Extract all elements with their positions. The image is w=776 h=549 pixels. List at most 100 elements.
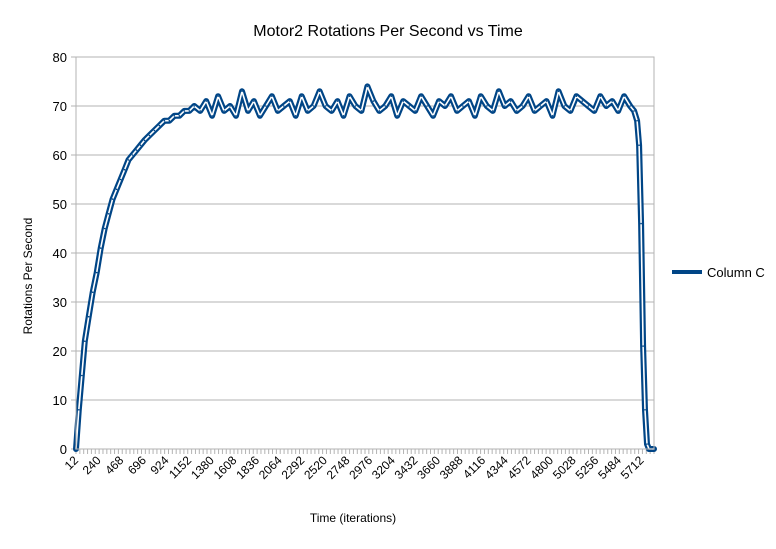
data-point xyxy=(294,115,297,117)
x-tick-label: 1152 xyxy=(166,453,194,481)
x-tick-label: 4800 xyxy=(527,453,556,482)
x-tick-label: 2976 xyxy=(346,453,375,482)
data-point xyxy=(480,95,482,97)
data-point xyxy=(623,95,625,97)
x-tick-label: 4344 xyxy=(482,453,511,482)
data-point xyxy=(107,213,110,215)
data-point xyxy=(81,374,83,377)
data-point xyxy=(247,110,249,112)
data-point xyxy=(468,100,470,102)
data-point xyxy=(432,115,434,117)
data-point xyxy=(527,95,530,97)
y-tick-label: 50 xyxy=(53,197,67,212)
data-point xyxy=(636,119,638,122)
data-point xyxy=(91,291,94,294)
data-point xyxy=(378,110,381,112)
data-point xyxy=(312,105,315,107)
y-axis-ticks: 0 10 20 30 40 50 60 70 80 xyxy=(53,50,76,457)
data-point xyxy=(217,95,219,97)
data-point xyxy=(444,105,446,107)
data-point xyxy=(509,100,512,102)
x-tick-label: 2520 xyxy=(301,453,330,482)
x-tick-label: 3432 xyxy=(392,453,421,482)
data-point xyxy=(99,247,102,249)
series-line-column-c-inner xyxy=(75,85,655,450)
data-point xyxy=(420,95,422,97)
data-point xyxy=(450,95,452,97)
data-point xyxy=(324,105,327,107)
data-point xyxy=(253,100,255,102)
data-point xyxy=(384,105,387,107)
data-point xyxy=(289,100,291,102)
data-point xyxy=(426,105,428,107)
data-point xyxy=(533,110,536,112)
x-axis-ticks: 1224046869692411521380160818362064229225… xyxy=(62,449,655,482)
x-tick-label: 1380 xyxy=(188,453,217,482)
x-tick-label: 2292 xyxy=(279,453,308,482)
y-tick-label: 70 xyxy=(53,99,67,114)
data-point xyxy=(348,95,351,97)
y-tick-label: 30 xyxy=(53,295,67,310)
x-tick-label: 1836 xyxy=(233,453,262,482)
data-point xyxy=(300,95,303,97)
data-point xyxy=(396,115,399,117)
data-point xyxy=(551,115,554,117)
data-point xyxy=(78,409,80,411)
data-point xyxy=(95,271,98,274)
y-tick-label: 20 xyxy=(53,344,67,359)
data-point xyxy=(640,222,642,225)
data-point xyxy=(354,105,357,107)
grid xyxy=(76,56,654,450)
x-tick-label: 5484 xyxy=(595,453,624,482)
x-tick-label: 4572 xyxy=(505,453,534,482)
x-tick-label: 2064 xyxy=(256,453,285,482)
plot-frame xyxy=(75,56,655,450)
x-tick-label: 3204 xyxy=(369,453,398,482)
data-point xyxy=(277,110,279,112)
data-point xyxy=(199,110,201,112)
data-point xyxy=(438,100,440,102)
legend: Column C xyxy=(672,265,765,280)
data-point xyxy=(456,110,458,112)
data-point xyxy=(503,105,506,107)
data-point xyxy=(569,110,572,112)
data-point xyxy=(123,168,126,171)
data-point xyxy=(617,110,619,112)
data-point xyxy=(235,115,237,117)
data-point xyxy=(372,100,375,102)
data-point xyxy=(241,90,243,93)
data-point xyxy=(173,115,176,117)
y-tick-label: 80 xyxy=(53,50,67,65)
y-tick-label: 10 xyxy=(53,393,67,408)
series-line-column-c-outer xyxy=(73,83,657,452)
data-point xyxy=(193,105,195,107)
data-point xyxy=(611,100,613,102)
data-point xyxy=(366,85,369,88)
data-point xyxy=(638,144,640,146)
data-point xyxy=(119,178,122,181)
data-point xyxy=(178,115,181,117)
x-tick-label: 5256 xyxy=(573,453,602,482)
data-point xyxy=(103,227,106,230)
data-point xyxy=(575,95,578,97)
data-point xyxy=(408,105,411,107)
data-point xyxy=(642,345,644,347)
data-point xyxy=(402,100,405,102)
data-point xyxy=(644,409,646,411)
x-tick-label: 1608 xyxy=(211,453,240,482)
data-point xyxy=(111,198,114,200)
data-point xyxy=(135,149,138,151)
data-point xyxy=(330,110,333,112)
data-point xyxy=(139,144,142,146)
data-point xyxy=(515,110,518,112)
x-tick-label: 5712 xyxy=(618,453,647,482)
data-point xyxy=(229,105,231,107)
data-point xyxy=(633,110,635,112)
legend-label: Column C xyxy=(707,265,765,280)
data-point xyxy=(599,95,602,97)
x-tick-label: 4116 xyxy=(460,453,488,481)
data-point xyxy=(593,110,596,112)
data-point xyxy=(188,110,191,112)
